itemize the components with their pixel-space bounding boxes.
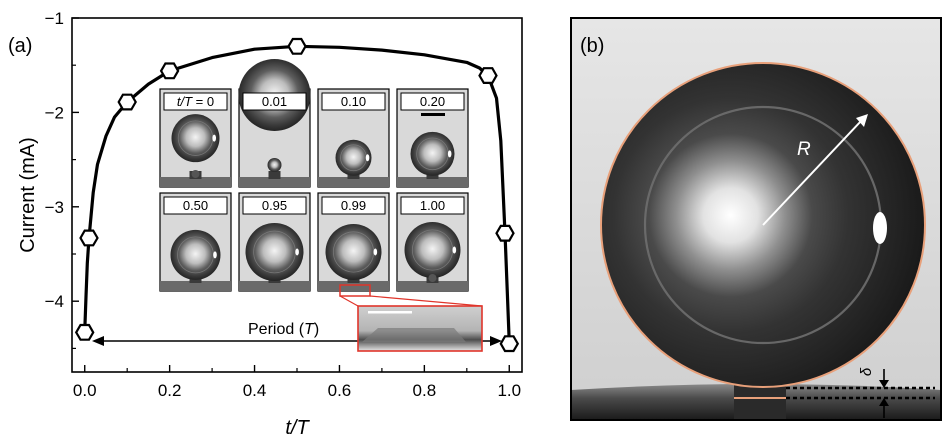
- panel-b-label: (b): [580, 35, 604, 57]
- data-point-marker: [287, 37, 307, 55]
- inset-label: 0.50: [183, 198, 208, 213]
- y-tick-label: −3: [45, 198, 64, 217]
- panel-a-label: (a): [8, 35, 32, 57]
- data-point-marker: [79, 229, 99, 247]
- inset-frame: 0.50: [159, 192, 232, 292]
- x-tick-label: 1.0: [497, 381, 521, 400]
- data-point-marker: [499, 335, 520, 353]
- inset-image-grid: t/T = 0 0.01 0.10 0.20 0.50 0.95 0.99 1.00: [159, 59, 469, 292]
- y-axis-label: Current (mA): [17, 137, 39, 253]
- inset-frame: 0.10: [317, 88, 390, 188]
- y-tick-label: −2: [45, 103, 64, 122]
- y-tick-label: −4: [45, 292, 64, 311]
- data-point-marker: [74, 323, 95, 341]
- x-axis-ticks: 0.0 0.2 0.4 0.6 0.8 1.0: [73, 365, 521, 400]
- inset-label: 0.10: [341, 94, 366, 109]
- inset-label: t/T = 0: [177, 94, 214, 109]
- scale-bar: [421, 113, 445, 116]
- delta-arrow-up: [879, 398, 889, 406]
- x-tick-label: 0.2: [158, 381, 182, 400]
- inset-frame: 1.00: [396, 192, 469, 292]
- radius-label: R: [797, 139, 811, 160]
- data-markers: [74, 37, 520, 353]
- droplet-highlight: [873, 212, 887, 244]
- zoom-scale-bar: [368, 311, 412, 314]
- panel-b: R δ (b): [570, 17, 942, 421]
- radius-arrow: [762, 119, 863, 226]
- inset-label: 0.99: [341, 198, 366, 213]
- y-axis-ticks: −1 −2 −3 −4: [45, 9, 79, 349]
- inset-label: 0.20: [420, 94, 445, 109]
- delta-arrow-down: [879, 380, 889, 388]
- data-point-marker: [478, 67, 498, 85]
- panel-b-frame: [570, 17, 942, 421]
- data-point-marker: [117, 93, 137, 111]
- y-tick-label: −1: [45, 9, 64, 28]
- delta-label: δ: [858, 367, 875, 376]
- inset-frame: 0.95: [238, 192, 311, 292]
- inset-label: 0.95: [262, 198, 287, 213]
- inset-frame: 0.99: [317, 192, 390, 292]
- data-point-marker: [159, 62, 180, 80]
- zoom-inset: [339, 284, 483, 352]
- inset-frame: t/T = 0: [159, 88, 232, 188]
- current-curve: [83, 44, 511, 344]
- period-label: Period (T): [248, 321, 319, 338]
- droplet-outline: [600, 62, 926, 388]
- radius-arrow-head: [856, 114, 868, 127]
- zoom-frame: [357, 305, 483, 352]
- inset-frame: 0.01: [238, 59, 311, 188]
- x-tick-label: 0.0: [73, 381, 97, 400]
- inset-label: 0.01: [262, 94, 287, 109]
- inset-label: 1.00: [420, 198, 445, 213]
- zoom-source-box: [339, 284, 371, 297]
- data-point-marker: [495, 224, 515, 242]
- inset-frame: 0.20: [396, 88, 469, 188]
- x-tick-label: 0.4: [243, 381, 267, 400]
- x-tick-label: 0.6: [328, 381, 352, 400]
- x-tick-label: 0.8: [413, 381, 437, 400]
- x-axis-label: t/T: [285, 417, 310, 438]
- panel-a: (a) 0.0 0.2 0.4 0.6 0.8 1.0 −1 −2 −3 −4 t/T Curr…: [8, 9, 523, 438]
